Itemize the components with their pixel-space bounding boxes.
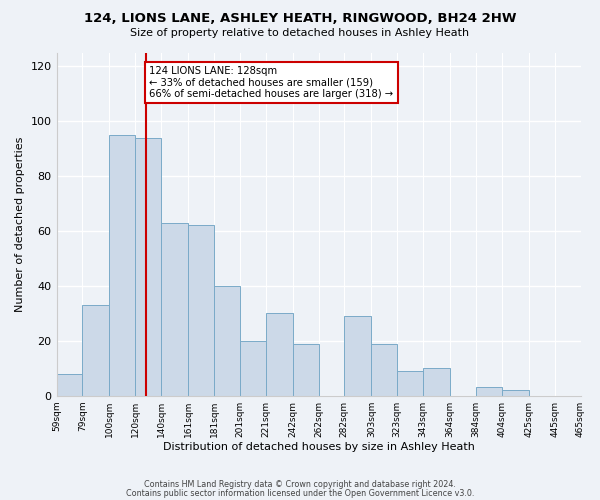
- Bar: [397, 371, 423, 396]
- Bar: [188, 226, 214, 396]
- Bar: [476, 388, 502, 396]
- Bar: [240, 341, 266, 396]
- Text: 124 LIONS LANE: 128sqm
← 33% of detached houses are smaller (159)
66% of semi-de: 124 LIONS LANE: 128sqm ← 33% of detached…: [149, 66, 394, 100]
- Text: 124, LIONS LANE, ASHLEY HEATH, RINGWOOD, BH24 2HW: 124, LIONS LANE, ASHLEY HEATH, RINGWOOD,…: [84, 12, 516, 26]
- X-axis label: Distribution of detached houses by size in Ashley Heath: Distribution of detached houses by size …: [163, 442, 475, 452]
- Bar: [293, 344, 319, 396]
- Y-axis label: Number of detached properties: Number of detached properties: [15, 136, 25, 312]
- Text: Contains HM Land Registry data © Crown copyright and database right 2024.: Contains HM Land Registry data © Crown c…: [144, 480, 456, 489]
- Bar: [135, 138, 161, 396]
- Bar: [56, 374, 82, 396]
- Bar: [344, 316, 371, 396]
- Bar: [266, 314, 293, 396]
- Text: Size of property relative to detached houses in Ashley Heath: Size of property relative to detached ho…: [130, 28, 470, 38]
- Bar: [502, 390, 529, 396]
- Bar: [82, 305, 109, 396]
- Bar: [371, 344, 397, 396]
- Text: Contains public sector information licensed under the Open Government Licence v3: Contains public sector information licen…: [126, 488, 474, 498]
- Bar: [109, 135, 135, 396]
- Bar: [423, 368, 450, 396]
- Bar: [161, 222, 188, 396]
- Bar: [214, 286, 240, 396]
